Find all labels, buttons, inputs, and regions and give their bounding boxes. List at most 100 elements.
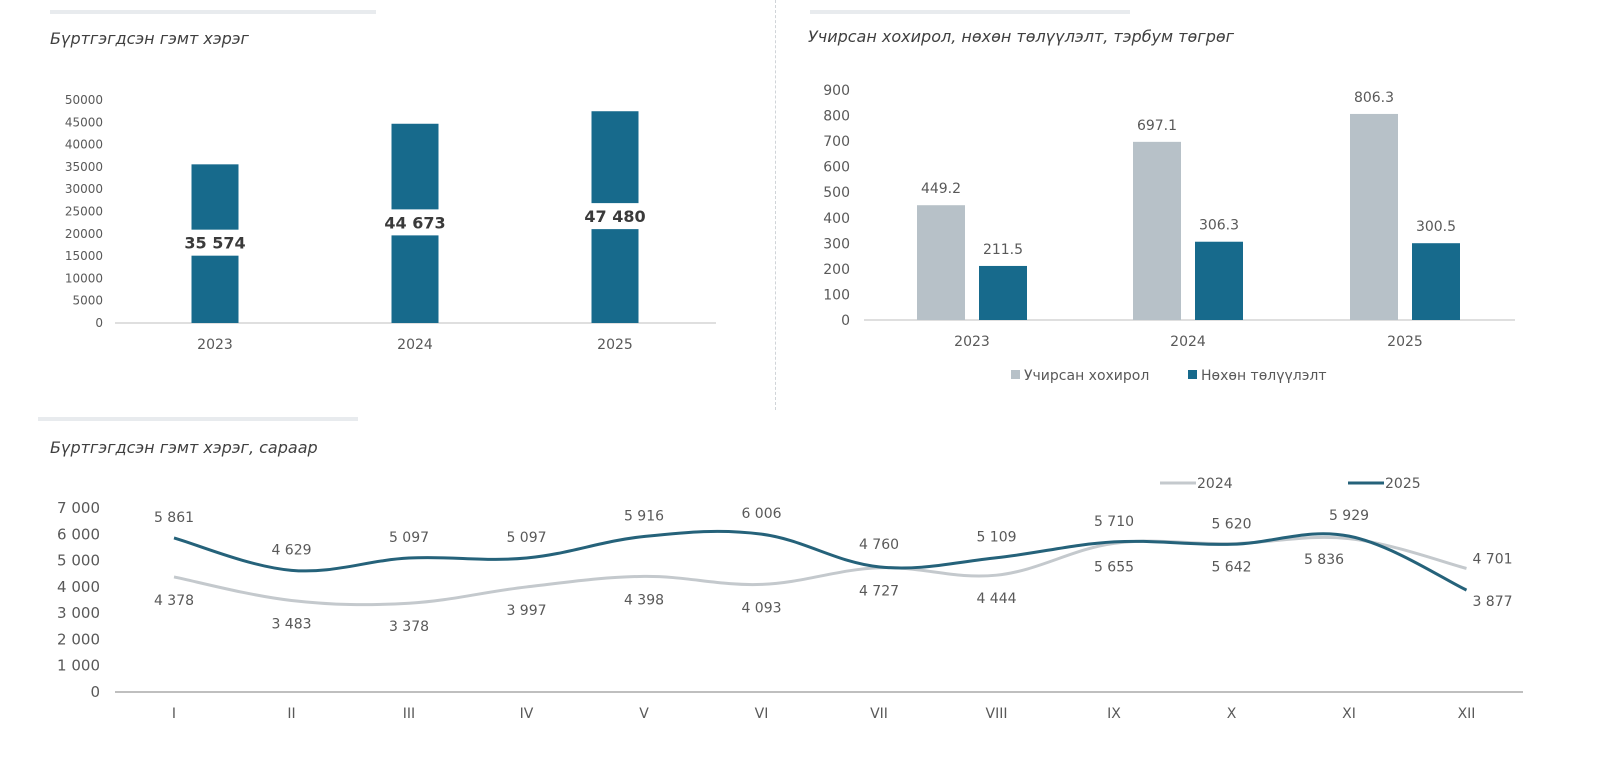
- x-tick-label: 2024: [1170, 334, 1206, 350]
- y-tick-label: 100: [823, 287, 850, 303]
- data-label-2025: 5 861: [154, 510, 194, 526]
- x-tick-label: IV: [520, 706, 534, 722]
- legend-label: 2025: [1385, 476, 1421, 492]
- data-label-2024: 4 727: [859, 584, 899, 600]
- x-tick-label: XI: [1342, 706, 1356, 722]
- y-tick-label: 2 000: [57, 630, 100, 648]
- crimes-chart-subtitle: Бүртгэгдсэн гэмт хэрэг: [50, 29, 249, 48]
- bar: [1412, 243, 1460, 320]
- data-label-2024: 3 997: [506, 603, 546, 619]
- y-tick-label: 40000: [65, 138, 103, 152]
- data-label: 300.5: [1416, 219, 1456, 235]
- y-tick-label: 45000: [65, 115, 103, 129]
- bar: [917, 205, 965, 320]
- data-label-2025: 5 097: [389, 530, 429, 546]
- x-tick-label: VII: [870, 706, 888, 722]
- data-label-2024: 5 642: [1211, 560, 1251, 576]
- y-tick-label: 50000: [65, 93, 103, 107]
- data-label-2024: 3 483: [271, 616, 311, 632]
- data-label-2025: 6 006: [741, 506, 781, 522]
- y-tick-label: 4 000: [57, 578, 100, 596]
- x-tick-label: XII: [1458, 706, 1476, 722]
- damages-yearly-chart: 0 100 200 300 400 500 600 700 800 900 449.2 211.5 20…: [823, 83, 1515, 384]
- data-label-2025: 4 629: [271, 542, 311, 558]
- data-label-2024: 4 444: [976, 591, 1016, 607]
- top-right-header-rule: [810, 10, 1130, 14]
- x-tick-label: 2023: [954, 334, 990, 350]
- y-tick-label: 700: [823, 134, 850, 150]
- x-tick-label: VI: [755, 706, 769, 722]
- y-tick-label: 300: [823, 236, 850, 252]
- data-label-bg: [182, 229, 248, 256]
- data-label: 449.2: [921, 181, 961, 197]
- data-label-2024: 5 655: [1094, 559, 1134, 575]
- data-label-2024: 3 378: [389, 619, 429, 635]
- x-tick-label: 2025: [1387, 334, 1423, 350]
- data-label-2025: 5 109: [976, 530, 1016, 546]
- y-tick-label: 800: [823, 109, 850, 125]
- y-tick-label: 7 000: [57, 499, 100, 517]
- data-label-2025: 4 760: [859, 537, 899, 553]
- data-label: 211.5: [983, 242, 1023, 258]
- y-tick-label: 400: [823, 211, 850, 227]
- crimes-yearly-chart: 0 5000 10000 15000 20000 25000 30000 35000 40000…: [65, 93, 716, 353]
- y-tick-label: 0: [841, 313, 850, 329]
- bar: [1133, 141, 1181, 320]
- data-label-2025: 5 916: [624, 508, 664, 524]
- series-line-2025: [173, 529, 1468, 592]
- legend-label: Нөхөн төлүүлэлт: [1201, 368, 1327, 384]
- y-tick-label: 6 000: [57, 525, 100, 543]
- series-line-2024: [173, 535, 1467, 607]
- y-tick-label: 15000: [65, 249, 103, 263]
- data-label-bg: [582, 203, 648, 230]
- y-tick-label: 1 000: [57, 657, 100, 675]
- data-label-2025: 5 097: [506, 530, 546, 546]
- legend-swatch: [1011, 370, 1020, 379]
- y-tick-label: 900: [823, 83, 850, 99]
- bar: [979, 265, 1027, 320]
- y-tick-label: 0: [95, 316, 103, 330]
- x-tick-label: 2024: [397, 337, 433, 353]
- x-tick-label: II: [287, 706, 295, 722]
- legend-label: 2024: [1197, 476, 1233, 492]
- x-tick-label: X: [1227, 706, 1237, 722]
- x-tick-label: III: [403, 706, 415, 722]
- data-label: 697.1: [1137, 118, 1177, 134]
- data-label: 306.3: [1199, 218, 1239, 234]
- data-label: 806.3: [1354, 90, 1394, 106]
- top-left-header-rule: [50, 10, 376, 14]
- y-tick-label: 5000: [72, 294, 103, 308]
- data-label-2025: 5 620: [1211, 516, 1251, 532]
- data-label-2025: 5 710: [1094, 514, 1134, 530]
- x-tick-label: 2023: [197, 337, 233, 353]
- data-label: 47 480: [584, 207, 645, 226]
- x-tick-label: I: [172, 706, 176, 722]
- y-tick-label: 600: [823, 160, 850, 176]
- legend-swatch: [1188, 370, 1197, 379]
- panel-divider: [775, 0, 776, 410]
- legend-label: Учирсан хохирол: [1024, 368, 1149, 384]
- x-tick-label: V: [639, 706, 649, 722]
- x-tick-label: 2025: [597, 337, 633, 353]
- y-tick-label: 20000: [65, 227, 103, 241]
- data-label-2025: 3 877: [1472, 594, 1512, 610]
- y-tick-label: 3 000: [57, 604, 100, 622]
- bar: [1350, 113, 1398, 320]
- data-label-2024: 4 701: [1472, 551, 1512, 567]
- y-tick-label: 10000: [65, 271, 103, 285]
- data-label: 44 673: [384, 213, 445, 232]
- y-tick-label: 25000: [65, 205, 103, 219]
- data-label-2024: 4 398: [624, 592, 664, 608]
- data-label-2024: 4 093: [741, 600, 781, 616]
- data-label-2024: 4 378: [154, 593, 194, 609]
- x-tick-label: VIII: [986, 706, 1008, 722]
- y-tick-label: 35000: [65, 160, 103, 174]
- bottom-header-rule: [38, 417, 358, 421]
- y-tick-label: 500: [823, 185, 850, 201]
- monthly-chart-subtitle: Бүртгэгдсэн гэмт хэрэг, сараар: [50, 438, 318, 457]
- y-tick-label: 0: [90, 683, 100, 701]
- data-label: 35 574: [184, 234, 245, 253]
- data-label-bg: [382, 209, 448, 236]
